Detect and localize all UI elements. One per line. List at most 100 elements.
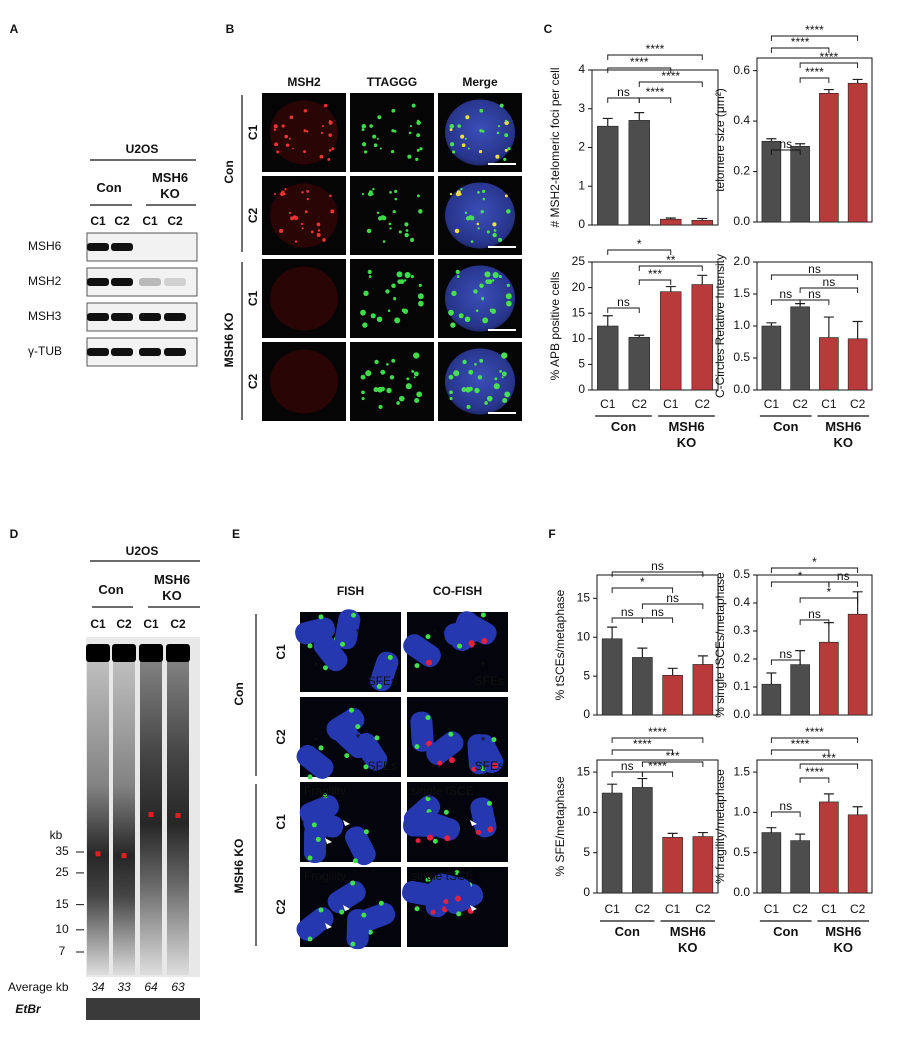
x-tick-label: C1 <box>665 902 681 916</box>
foci <box>491 279 495 282</box>
foci <box>381 215 387 221</box>
foci <box>496 131 500 135</box>
foci <box>484 271 491 278</box>
telomere <box>367 929 373 935</box>
telomere <box>315 836 321 842</box>
nucleus-signal <box>270 266 338 331</box>
foci <box>322 238 326 242</box>
tile-label: SFEs <box>368 674 397 688</box>
telomere <box>340 641 346 647</box>
significance-label: ** <box>666 253 676 267</box>
foci <box>294 240 298 243</box>
foci <box>288 211 292 215</box>
error-bar <box>602 315 613 326</box>
telomere <box>352 858 358 864</box>
telomere <box>469 641 475 647</box>
significance-bracket <box>770 749 830 755</box>
group-label-text: MSH6 KO <box>669 924 706 955</box>
x-tick-label: C2 <box>635 902 651 916</box>
foci <box>481 130 485 133</box>
foci <box>461 143 466 148</box>
foci <box>474 387 480 394</box>
significance-label: * <box>812 555 817 569</box>
foci <box>489 308 494 313</box>
bar <box>662 675 683 716</box>
y-tick-label: 5 <box>578 357 585 371</box>
foci <box>306 197 309 201</box>
significance-bracket <box>770 47 830 53</box>
foci <box>388 222 392 226</box>
error-bar <box>667 832 678 838</box>
foci <box>327 157 331 161</box>
significance-label: ns <box>808 607 821 621</box>
bar <box>847 613 868 716</box>
foci <box>389 375 395 380</box>
x-tick-label: C1 <box>663 397 679 411</box>
average-marker <box>121 853 127 859</box>
y-tick-label: 3 <box>578 101 585 115</box>
foci <box>329 194 332 198</box>
panel-label: E <box>232 527 240 541</box>
foci <box>501 371 507 377</box>
telomere <box>426 740 433 747</box>
bar <box>628 120 650 226</box>
lane-label: C1 <box>90 214 106 228</box>
bar <box>847 814 868 894</box>
marker-label: 10 <box>55 922 69 936</box>
plot-frame <box>756 57 873 223</box>
foci <box>497 125 501 128</box>
significance-bracket <box>638 97 672 103</box>
foci <box>474 363 477 366</box>
y-tick-label: 10 <box>577 805 591 819</box>
foci <box>418 300 424 307</box>
bar <box>662 837 683 894</box>
foci <box>457 124 461 128</box>
chromosome <box>334 609 361 650</box>
significance-label: ns <box>617 295 630 309</box>
average-value: 33 <box>117 980 131 994</box>
telomere <box>454 870 460 876</box>
arrowhead <box>325 923 332 929</box>
tile-label: single tSCE <box>411 869 474 883</box>
foci <box>413 371 419 377</box>
y-tick-label: 0.0 <box>733 885 750 899</box>
lane-label: C2 <box>116 617 132 631</box>
x-tick-label: C2 <box>632 397 648 411</box>
y-tick-label: 0.6 <box>733 63 750 77</box>
foci <box>304 210 308 214</box>
x-tick-label: C2 <box>695 902 711 916</box>
telomere <box>374 735 380 741</box>
foci <box>479 358 484 363</box>
foci <box>371 193 374 196</box>
telomere <box>425 796 431 802</box>
row-label: C2 <box>246 374 260 390</box>
telomere <box>363 764 369 770</box>
foci <box>285 143 290 147</box>
significance-bracket <box>611 749 674 755</box>
y-tick-label: 10 <box>577 629 591 643</box>
significance-label: *** <box>822 751 836 765</box>
error-bar <box>665 217 676 220</box>
foci <box>280 192 285 197</box>
significance-label: **** <box>646 85 665 99</box>
group-label-text: Con <box>96 180 122 195</box>
plot-frame <box>756 574 873 716</box>
y-tick-label: 0 <box>578 382 585 396</box>
foci <box>405 383 412 390</box>
y-tick-label: 0 <box>578 217 585 231</box>
significance-label: **** <box>630 55 649 69</box>
group-label-text: Con <box>98 582 124 597</box>
plot-frame <box>596 574 719 716</box>
channel-label: TTAGGG <box>367 75 417 89</box>
foci <box>416 133 421 138</box>
foci <box>276 150 280 154</box>
foci <box>389 227 392 230</box>
foci <box>448 374 454 380</box>
telomere <box>448 731 454 737</box>
foci <box>416 391 423 398</box>
foci <box>372 187 375 191</box>
row-label: C1 <box>246 125 260 141</box>
y-axis-label: % single tSCEs/metaphase <box>713 572 727 718</box>
foci <box>399 279 405 285</box>
